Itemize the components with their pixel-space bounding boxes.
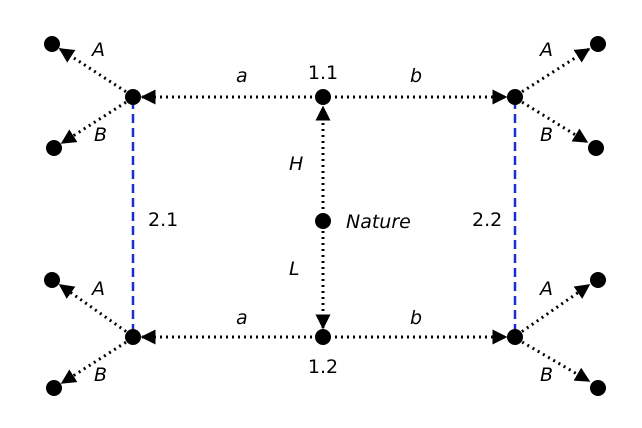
terminal-node (590, 272, 606, 288)
terminal-node (46, 380, 62, 396)
edge-B-bottom-right (516, 337, 591, 383)
terminal-node (46, 140, 62, 156)
edge-label-A-bottom-left: A (90, 278, 105, 300)
edge-label-B-top-left: B (94, 124, 107, 146)
edge-A-top-left (58, 47, 132, 97)
node-label-2-2: 2.2 (472, 209, 502, 231)
edge-B-top-right (516, 97, 589, 144)
edge-label-B-bottom-right: B (540, 364, 553, 386)
edge-A-top-right (516, 47, 591, 97)
edge-label-L: L (289, 258, 300, 280)
node-1-1 (315, 89, 331, 105)
edge-label-a-bottom: a (236, 307, 248, 329)
node-label-2-1: 2.1 (148, 209, 178, 231)
edge-A-bottom-left (58, 283, 132, 337)
terminal-node (588, 140, 604, 156)
terminal-node (590, 36, 606, 52)
edge-label-A-bottom-right: A (538, 278, 553, 300)
edge-B-bottom-left (60, 337, 132, 385)
node-2-2-bottom (507, 329, 523, 345)
edge-label-b-top: b (410, 65, 422, 87)
node-2-1-top (125, 89, 141, 105)
edge-label-A-top-right: A (538, 39, 553, 61)
terminal-node (590, 380, 606, 396)
node-2-2-top (507, 89, 523, 105)
node-2-1-bottom (125, 329, 141, 345)
node-label-1-1: 1.1 (308, 62, 338, 84)
edge-B-top-left (60, 97, 132, 145)
edge-label-B-bottom-left: B (94, 364, 107, 386)
edge-label-H: H (289, 153, 303, 175)
edge-label-B-top-right: B (540, 124, 553, 146)
edge-label-b-bottom: b (410, 307, 422, 329)
node-label-1-2: 1.2 (308, 356, 338, 378)
terminal-node (44, 36, 60, 52)
node-1-2 (315, 329, 331, 345)
node-nature (315, 213, 331, 229)
node-label-nature: Nature (346, 211, 411, 233)
edge-label-a-top: a (236, 65, 248, 87)
terminal-node (44, 272, 60, 288)
edge-A-bottom-right (516, 283, 591, 337)
edge-label-A-top-left: A (90, 39, 105, 61)
